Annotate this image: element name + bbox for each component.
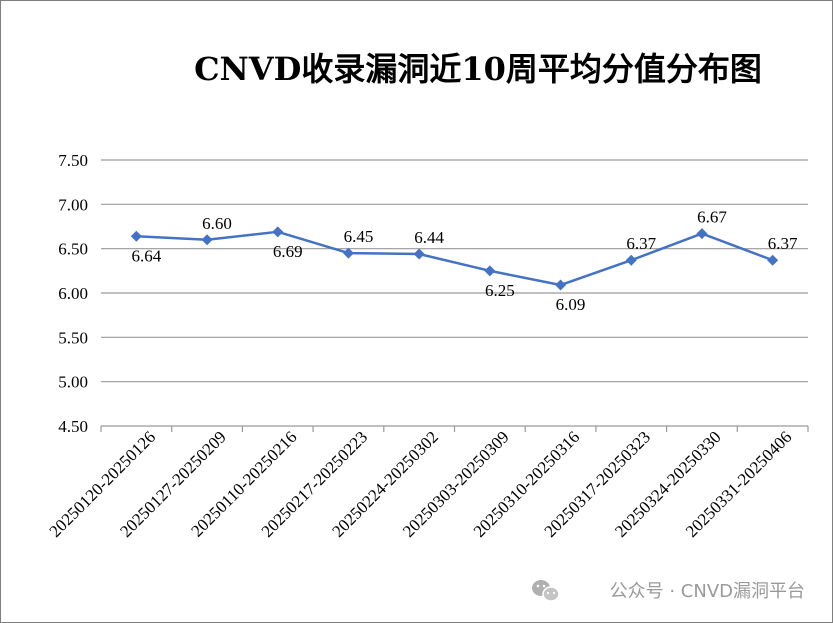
data-label: 6.44 <box>414 228 444 247</box>
data-label: 6.09 <box>556 295 586 314</box>
data-label: 6.25 <box>485 281 515 300</box>
chart-title: CNVD收录漏洞近10周平均分值分布图 <box>194 50 762 88</box>
y-tick-label: 6.50 <box>58 240 88 259</box>
data-point <box>555 279 567 291</box>
x-axis-ticks: 20250120-2025012620250127-20250209202501… <box>46 426 809 541</box>
data-point <box>130 230 142 242</box>
data-point <box>696 228 708 240</box>
watermark: 公众号 · CNVD漏洞平台 <box>532 580 805 602</box>
data-point <box>625 254 637 266</box>
data-label: 6.37 <box>768 234 798 253</box>
data-point <box>413 248 425 260</box>
data-label: 6.67 <box>697 208 727 227</box>
y-axis-ticks: 4.50 5.00 5.50 6.00 6.50 7.00 7.50 <box>58 151 88 436</box>
y-tick-label: 7.50 <box>58 151 88 170</box>
grid-lines <box>101 159 808 427</box>
data-label: 6.37 <box>626 234 656 253</box>
y-tick-label: 7.00 <box>58 195 88 214</box>
data-point <box>484 265 496 277</box>
y-tick-label: 5.00 <box>58 373 88 392</box>
series-line <box>136 230 774 287</box>
data-point <box>342 247 354 259</box>
data-point <box>767 254 779 266</box>
data-label: 6.69 <box>273 242 303 261</box>
data-label: 6.60 <box>202 214 232 233</box>
data-labels: 6.64 6.60 6.69 6.45 6.44 6.25 6.09 6.37 6.67 6.37 <box>131 208 798 314</box>
watermark-text: 公众号 · CNVD漏洞平台 <box>610 581 805 602</box>
data-label: 6.64 <box>131 246 161 265</box>
y-tick-label: 6.00 <box>58 284 88 303</box>
data-point <box>201 234 213 246</box>
data-series <box>130 226 779 291</box>
y-tick-label: 4.50 <box>58 417 88 436</box>
y-tick-label: 5.50 <box>58 328 88 347</box>
data-label: 6.45 <box>344 227 374 246</box>
wechat-icon <box>532 580 560 602</box>
data-point <box>272 226 284 238</box>
